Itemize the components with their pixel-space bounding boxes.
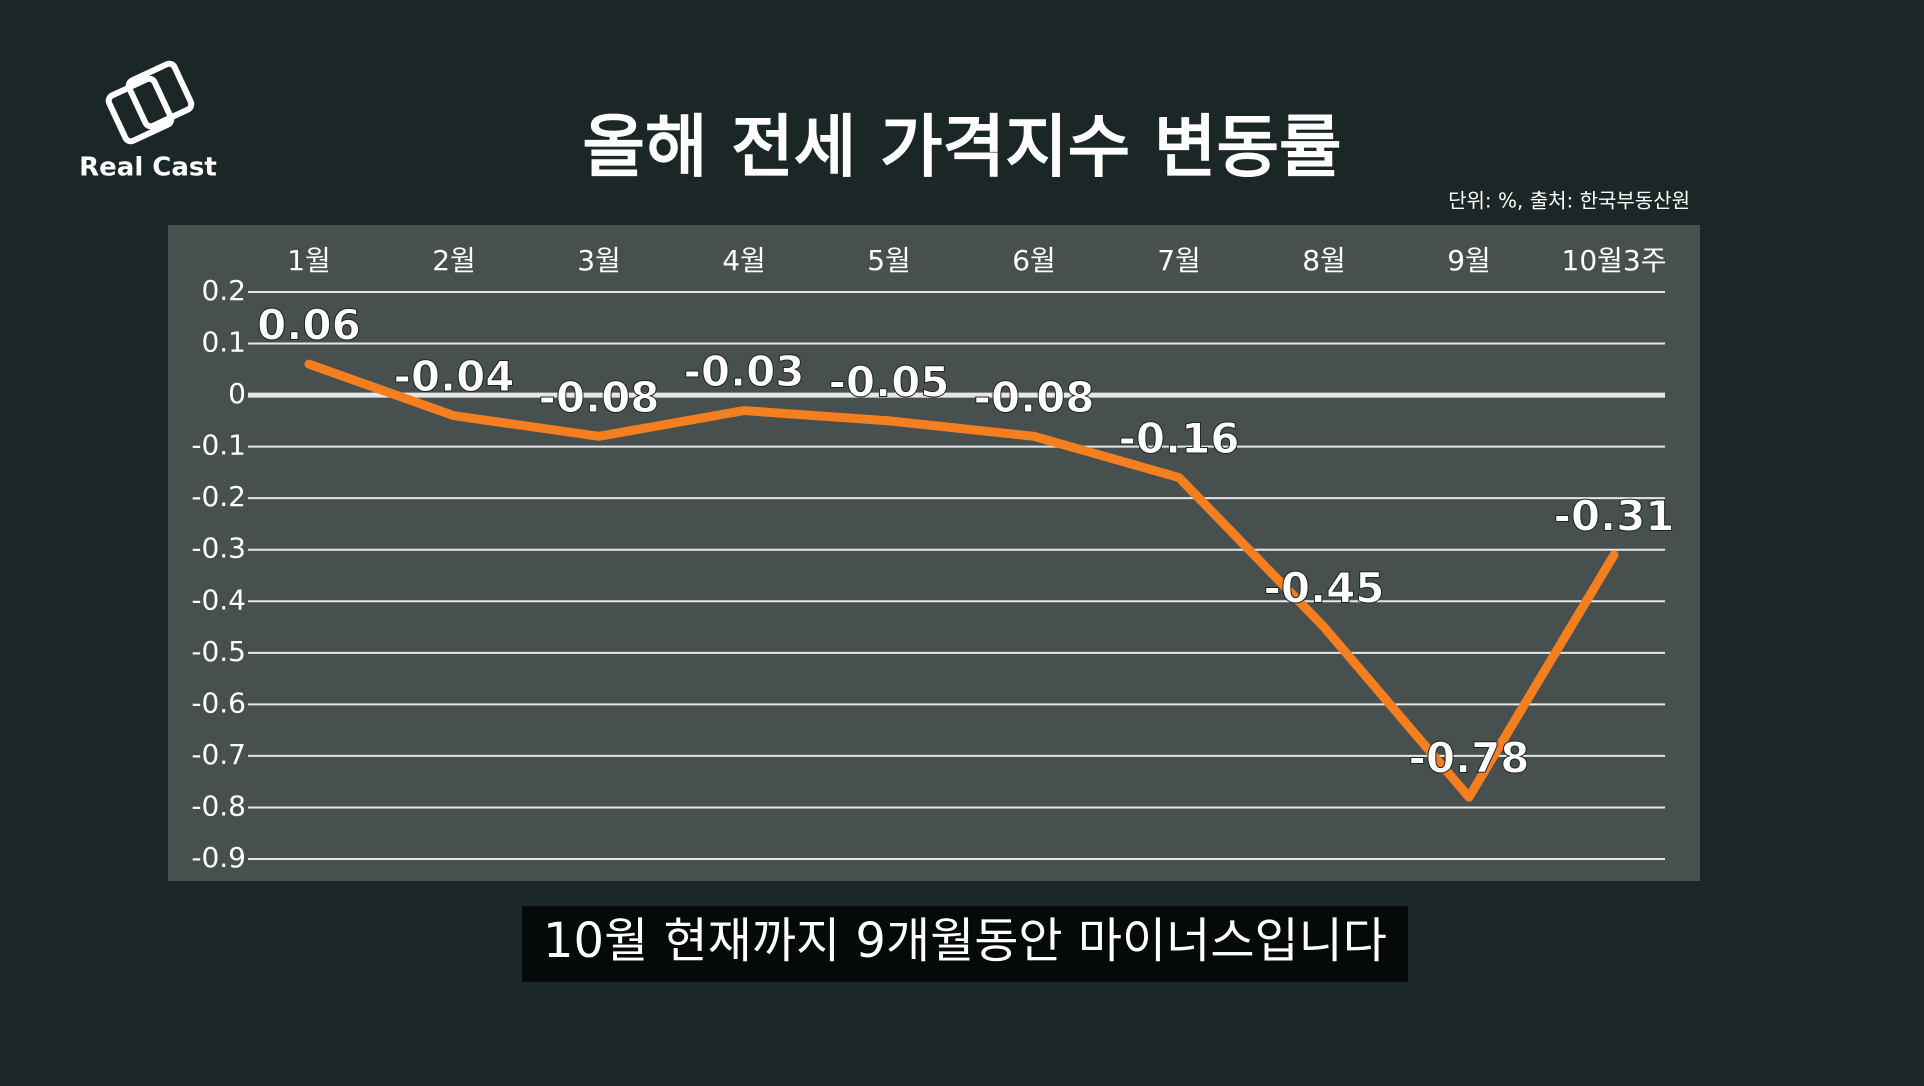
y-tick-label: 0 — [228, 377, 246, 410]
x-tick-label: 1월 — [287, 244, 331, 277]
y-tick-label: -0.5 — [191, 635, 246, 668]
x-tick-label: 9월 — [1447, 244, 1491, 277]
chart-subtitle: 단위: %, 출처: 한국부동산원 — [1448, 189, 1690, 213]
y-tick-label: -0.4 — [191, 583, 246, 616]
data-label: -0.78 — [1408, 734, 1529, 783]
caption-box — [522, 906, 1408, 982]
x-tick-label: 6월 — [1012, 244, 1056, 277]
chart-title: 올해 전세 가격지수 변동률 — [582, 109, 1341, 188]
logo-text: Real Cast — [79, 153, 217, 183]
y-tick-label: 0.1 — [201, 326, 246, 359]
x-tick-label: 5월 — [867, 244, 911, 277]
caption: 10월 현재까지 9개월동안 마이너스입니다 — [543, 913, 1387, 969]
y-tick-label: -0.9 — [191, 841, 246, 874]
x-tick-label: 2월 — [432, 244, 476, 277]
y-tick-label: -0.3 — [191, 532, 246, 565]
y-tick-label: -0.6 — [191, 686, 246, 719]
x-tick-label: 3월 — [577, 244, 621, 277]
data-label: -0.45 — [1263, 564, 1384, 613]
data-label: -0.05 — [828, 357, 949, 406]
data-label: -0.08 — [973, 373, 1094, 422]
data-line — [304, 359, 1619, 802]
data-label: 0.06 — [257, 301, 361, 350]
data-label: -0.16 — [1118, 414, 1239, 463]
y-tick-label: -0.1 — [191, 429, 246, 462]
data-label: -0.31 — [1553, 491, 1674, 540]
x-tick-label: 4월 — [722, 244, 766, 277]
data-label: -0.08 — [538, 373, 659, 422]
y-tick-label: 0.2 — [201, 274, 246, 307]
y-tick-label: -0.2 — [191, 480, 246, 513]
data-label: -0.03 — [683, 347, 804, 396]
y-tick-label: -0.8 — [191, 789, 246, 822]
y-tick-label: -0.7 — [191, 738, 246, 771]
x-tick-label: 10월3주 — [1562, 244, 1667, 277]
data-label: -0.04 — [393, 352, 514, 401]
x-tick-label: 7월 — [1157, 244, 1201, 277]
logo-icon — [105, 60, 195, 145]
x-tick-label: 8월 — [1302, 244, 1346, 277]
